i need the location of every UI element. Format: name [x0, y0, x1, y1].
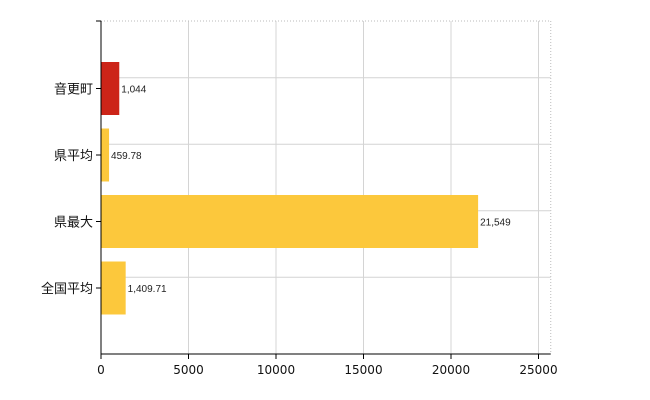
category-label: 全国平均	[41, 281, 93, 297]
x-tick-label: 10000	[257, 363, 295, 377]
bar-layer	[101, 62, 479, 315]
data-label: 1,409.71	[128, 284, 167, 295]
data-label: 459.78	[111, 151, 142, 162]
category-label: 県最大	[54, 216, 93, 231]
bar	[101, 261, 126, 315]
bar	[101, 195, 479, 248]
x-tick-label: 25000	[519, 363, 557, 377]
bar	[101, 128, 110, 182]
x-tick-label: 5000	[173, 363, 204, 377]
data-label: 1,044	[121, 85, 146, 96]
grid-layer	[101, 20, 552, 354]
axis-layer	[96, 20, 551, 359]
data-label: 21,549	[480, 218, 511, 229]
bar	[101, 62, 120, 115]
label-layer: 1,044 459.78 21,549 1,409.71 0 5000 10000 15000…	[41, 82, 558, 378]
x-tick-label: 0	[97, 363, 105, 377]
category-label: 音更町	[54, 82, 93, 98]
category-label: 県平均	[54, 149, 93, 164]
x-tick-label: 15000	[344, 363, 382, 377]
x-tick-label: 20000	[432, 363, 470, 377]
